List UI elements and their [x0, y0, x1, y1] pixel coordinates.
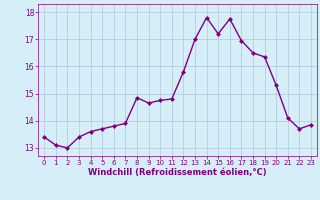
X-axis label: Windchill (Refroidissement éolien,°C): Windchill (Refroidissement éolien,°C) — [88, 168, 267, 177]
